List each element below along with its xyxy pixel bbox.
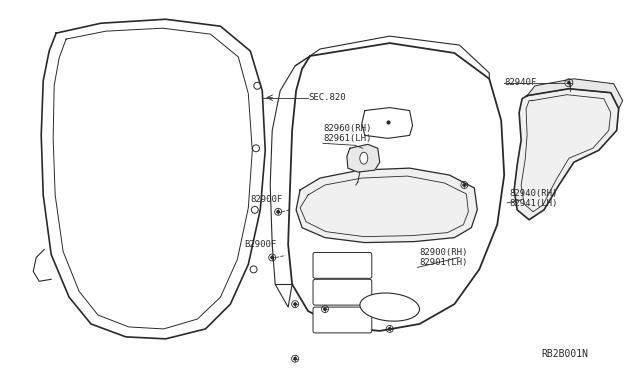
Circle shape xyxy=(568,81,570,84)
Text: 82960(RH): 82960(RH) xyxy=(323,124,371,134)
Polygon shape xyxy=(527,79,623,109)
Ellipse shape xyxy=(360,152,368,164)
Circle shape xyxy=(294,357,296,360)
Polygon shape xyxy=(41,19,265,339)
Circle shape xyxy=(324,308,326,310)
FancyBboxPatch shape xyxy=(313,253,372,278)
Text: RB2B001N: RB2B001N xyxy=(542,349,589,359)
Circle shape xyxy=(463,184,465,186)
Text: 82940F: 82940F xyxy=(504,78,536,87)
FancyBboxPatch shape xyxy=(313,279,372,305)
Text: 82941(LH): 82941(LH) xyxy=(509,199,557,208)
Text: 82901(LH): 82901(LH) xyxy=(420,259,468,267)
Polygon shape xyxy=(362,108,413,138)
Text: B2900F: B2900F xyxy=(244,240,276,249)
Text: 82940(RH): 82940(RH) xyxy=(509,189,557,198)
Circle shape xyxy=(294,303,296,305)
Text: 82900(RH): 82900(RH) xyxy=(420,248,468,257)
Text: 82900F: 82900F xyxy=(250,195,282,204)
Text: 82961(LH): 82961(LH) xyxy=(323,134,371,143)
Polygon shape xyxy=(288,43,504,331)
FancyBboxPatch shape xyxy=(313,307,372,333)
Text: SEC.820: SEC.820 xyxy=(308,93,346,102)
Polygon shape xyxy=(347,144,380,172)
Polygon shape xyxy=(514,89,619,220)
Circle shape xyxy=(277,211,280,213)
Circle shape xyxy=(388,328,391,330)
Circle shape xyxy=(271,256,273,259)
Ellipse shape xyxy=(360,293,419,321)
Polygon shape xyxy=(296,168,477,243)
